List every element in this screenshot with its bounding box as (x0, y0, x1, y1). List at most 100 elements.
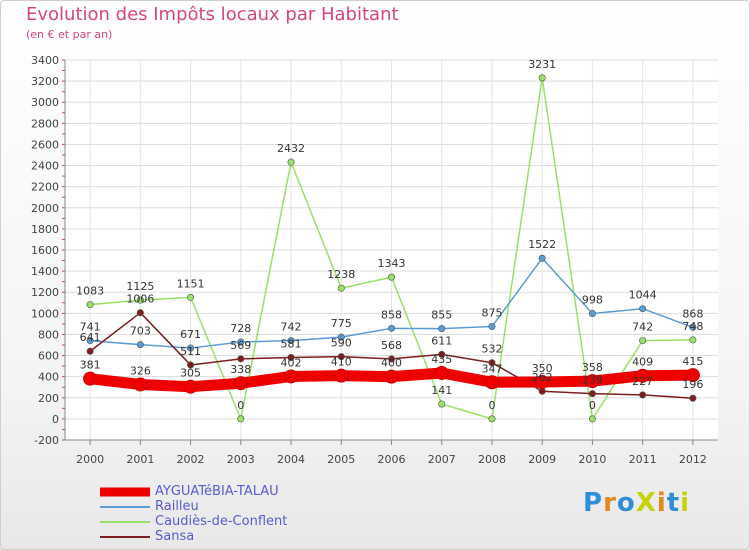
data-label: 347 (481, 362, 502, 375)
data-label: 435 (431, 353, 452, 366)
y-tick-label: 2400 (31, 160, 59, 173)
y-tick-label: 200 (38, 392, 59, 405)
data-label: 671 (180, 328, 201, 341)
x-tick-label: 2000 (76, 453, 104, 466)
brand-letter: i (656, 488, 667, 518)
series-point-0 (183, 379, 198, 394)
legend-item: Sansa (100, 529, 440, 545)
series-point-3 (387, 355, 395, 363)
series-point-0 (233, 376, 248, 391)
brand-letter: t (666, 488, 681, 518)
data-label: 855 (431, 309, 452, 322)
y-tick-label: 0 (52, 413, 59, 426)
series-point-0 (334, 368, 349, 383)
series-point-2 (86, 301, 94, 309)
series-point-2 (187, 293, 195, 301)
data-label: 239 (582, 374, 603, 387)
data-label: 1238 (327, 268, 355, 281)
y-tick-label: 2600 (31, 138, 59, 151)
legend-label-3: Sansa (155, 529, 195, 544)
data-label: 703 (130, 325, 151, 338)
x-tick-label: 2002 (177, 453, 205, 466)
data-label: 742 (632, 321, 653, 334)
data-label: 590 (331, 337, 352, 350)
y-tick-label: 2200 (31, 181, 59, 194)
series-point-3 (689, 394, 697, 402)
series-point-0 (635, 368, 650, 383)
data-label: 1125 (126, 280, 154, 293)
data-label: 1044 (629, 289, 657, 302)
series-point-2 (287, 158, 295, 166)
y-tick-label: 2000 (31, 202, 59, 215)
series-point-0 (535, 374, 550, 389)
x-tick-label: 2006 (378, 453, 406, 466)
series-point-1 (86, 337, 94, 345)
x-tick-label: 2007 (428, 453, 456, 466)
data-label: 358 (582, 361, 603, 374)
series-point-1 (689, 323, 697, 331)
series-point-1 (237, 338, 245, 346)
series-point-3 (588, 390, 596, 398)
brand-letter: X (635, 488, 657, 518)
data-label: 1151 (177, 277, 205, 290)
y-tick-label: -200 (34, 434, 59, 447)
series-point-0 (585, 374, 600, 389)
data-label: 415 (682, 355, 703, 368)
data-label: 868 (682, 307, 703, 320)
brand-letter: i (680, 488, 691, 518)
chart-title: Evolution des Impôts locaux par Habitant (26, 4, 399, 25)
y-tick-label: 2800 (31, 117, 59, 130)
data-label: 998 (582, 294, 603, 307)
data-label: 532 (481, 343, 502, 356)
series-point-0 (384, 369, 399, 384)
series-point-3 (488, 359, 496, 367)
data-label: 381 (80, 359, 101, 372)
data-label: 875 (481, 307, 502, 320)
series-point-2 (136, 296, 144, 304)
series-point-3 (287, 354, 295, 362)
x-tick-label: 2008 (478, 453, 506, 466)
series-point-1 (588, 310, 596, 318)
series-point-2 (438, 400, 446, 408)
brand-logo: ProXiti (583, 488, 690, 518)
data-label: 511 (180, 345, 201, 358)
series-point-2 (639, 337, 647, 345)
x-tick-label: 2011 (629, 453, 657, 466)
legend-label-0: AYGUATéBIA-TALAU (155, 484, 279, 499)
data-label: 611 (431, 334, 452, 347)
data-label: 350 (532, 362, 553, 375)
series-point-0 (484, 375, 499, 390)
data-label: 338 (230, 363, 251, 376)
data-label: 858 (381, 308, 402, 321)
series-point-0 (133, 377, 148, 392)
y-tick-label: 400 (38, 371, 59, 384)
y-tick-label: 1400 (31, 265, 59, 278)
series-point-2 (337, 284, 345, 292)
data-label: 0 (488, 399, 495, 412)
data-label: 400 (381, 357, 402, 370)
series-point-1 (387, 324, 395, 332)
x-tick-label: 2009 (528, 453, 556, 466)
series-point-2 (237, 415, 245, 423)
data-label: 410 (331, 356, 352, 369)
legend-item: AYGUATéBIA-TALAU (100, 484, 440, 500)
data-label: 1343 (378, 257, 406, 270)
data-label: 196 (682, 378, 703, 391)
series-point-3 (136, 309, 144, 317)
series-point-0 (83, 371, 98, 386)
brand-letter: o (616, 488, 636, 518)
data-label: 305 (180, 367, 201, 380)
series-point-0 (685, 368, 700, 383)
y-tick-label: 1800 (31, 223, 59, 236)
y-tick-label: 3200 (31, 75, 59, 88)
series-point-0 (284, 369, 299, 384)
brand-letter: r (603, 488, 617, 518)
x-tick-label: 2012 (679, 453, 707, 466)
series-point-3 (86, 347, 94, 355)
data-label: 748 (682, 320, 703, 333)
legend-label-2: Caudiès-de-Conflent (155, 514, 288, 529)
y-tick-label: 1600 (31, 244, 59, 257)
legend-item: Railleu (100, 499, 440, 515)
x-tick-label: 2010 (578, 453, 606, 466)
